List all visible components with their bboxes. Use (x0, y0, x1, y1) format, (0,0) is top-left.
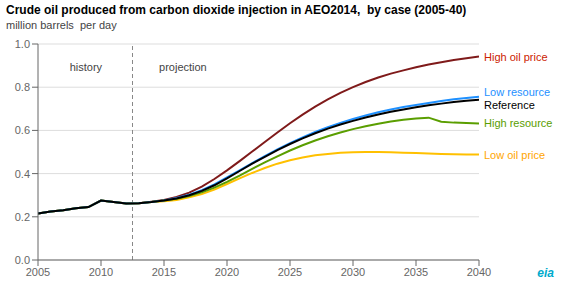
svg-text:history: history (70, 61, 103, 73)
html-text:Crude oil produced from carbon: Crude oil produced from carbon dioxide i… (6, 3, 467, 17)
svg-text:Low resource: Low resource (484, 86, 550, 98)
svg-text:projection: projection (159, 61, 207, 73)
svg-text:2035: 2035 (404, 266, 428, 278)
svg-text:2005: 2005 (26, 266, 50, 278)
svg-text:2040: 2040 (467, 266, 491, 278)
html-text:million barrels per day: million barrels per day (6, 19, 117, 31)
svg-text:Low oil price: Low oil price (484, 149, 545, 161)
svg-text:2020: 2020 (215, 266, 239, 278)
svg-text:0.4: 0.4 (15, 168, 30, 180)
svg-text:0.8: 0.8 (15, 81, 30, 93)
svg-text:Reference: Reference (484, 99, 535, 111)
svg-text:2015: 2015 (152, 266, 176, 278)
svg-text:0.2: 0.2 (15, 211, 30, 223)
svg-text:1.0: 1.0 (15, 38, 30, 50)
html-text:eia: eia (537, 266, 554, 280)
svg-text:2025: 2025 (278, 266, 302, 278)
svg-text:2030: 2030 (341, 266, 365, 278)
svg-text:High oil price: High oil price (484, 51, 548, 63)
svg-text:0.6: 0.6 (15, 124, 30, 136)
svg-text:0.0: 0.0 (15, 254, 30, 266)
svg-text:2010: 2010 (89, 266, 113, 278)
svg-text:High resource: High resource (484, 117, 552, 129)
